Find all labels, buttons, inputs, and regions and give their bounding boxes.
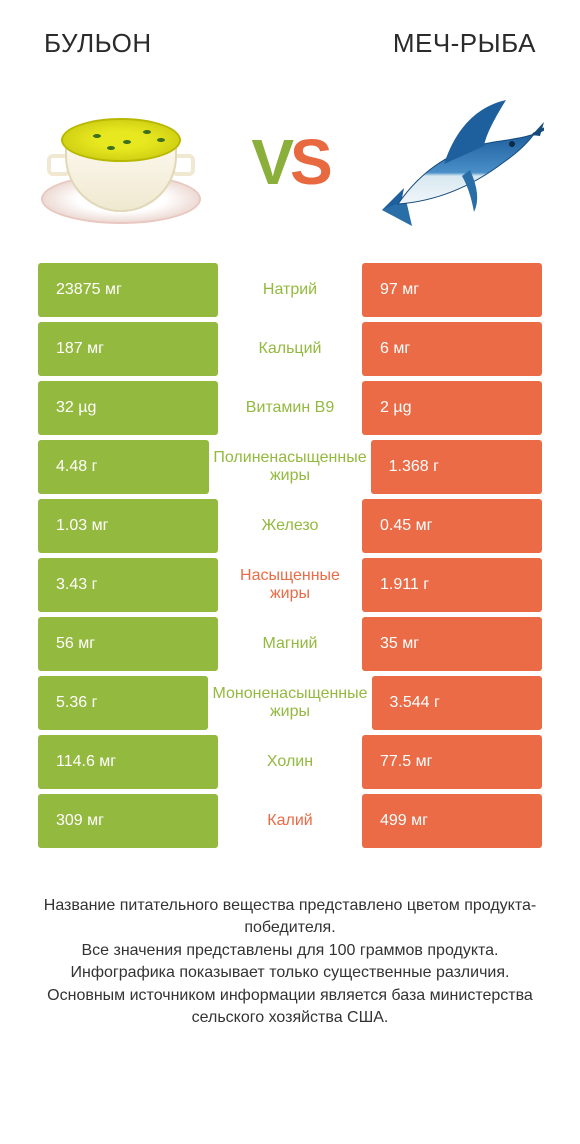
value-right: 77.5 мг bbox=[362, 735, 542, 789]
footer-line: Инфографика показывает только существенн… bbox=[34, 962, 546, 984]
nutrient-label: Насыщенные жиры bbox=[218, 558, 362, 612]
value-left: 3.43 г bbox=[38, 558, 218, 612]
value-right: 1.911 г bbox=[362, 558, 542, 612]
vs-label: VS bbox=[251, 125, 328, 199]
value-left: 56 мг bbox=[38, 617, 218, 671]
footer-line: Основным источником информации является … bbox=[34, 985, 546, 1030]
table-row: 56 мгМагний35 мг bbox=[38, 617, 542, 671]
nutrient-label: Витамин B9 bbox=[218, 381, 362, 435]
value-left: 1.03 мг bbox=[38, 499, 218, 553]
nutrient-label: Мононенасыщенные жиры bbox=[208, 676, 371, 730]
vs-s: S bbox=[290, 126, 329, 198]
table-row: 1.03 мгЖелезо0.45 мг bbox=[38, 499, 542, 553]
footer-line: Название питательного вещества представл… bbox=[34, 895, 546, 940]
title-right: МЕЧ-РЫБА bbox=[393, 28, 536, 59]
value-right: 499 мг bbox=[362, 794, 542, 848]
value-right: 3.544 г bbox=[372, 676, 542, 730]
value-left: 32 µg bbox=[38, 381, 218, 435]
swordfish-icon bbox=[374, 92, 544, 232]
footer-notes: Название питательного вещества представл… bbox=[0, 853, 580, 1029]
swordfish-image bbox=[374, 87, 544, 237]
table-row: 309 мгКалий499 мг bbox=[38, 794, 542, 848]
title-left: БУЛЬОН bbox=[44, 28, 152, 59]
nutrient-label: Натрий bbox=[218, 263, 362, 317]
footer-line: Все значения представлены для 100 граммо… bbox=[34, 940, 546, 962]
value-right: 0.45 мг bbox=[362, 499, 542, 553]
value-right: 6 мг bbox=[362, 322, 542, 376]
nutrient-label: Железо bbox=[218, 499, 362, 553]
table-row: 114.6 мгХолин77.5 мг bbox=[38, 735, 542, 789]
comparison-table: 23875 мгНатрий97 мг187 мгКальций6 мг32 µ… bbox=[0, 263, 580, 848]
hero-row: VS bbox=[0, 67, 580, 263]
value-left: 309 мг bbox=[38, 794, 218, 848]
broth-image bbox=[36, 87, 206, 237]
vs-v: V bbox=[251, 126, 290, 198]
nutrient-label: Кальций bbox=[218, 322, 362, 376]
table-row: 5.36 гМононенасыщенные жиры3.544 г bbox=[38, 676, 542, 730]
table-row: 4.48 гПолиненасыщенные жиры1.368 г bbox=[38, 440, 542, 494]
nutrient-label: Магний bbox=[218, 617, 362, 671]
value-left: 187 мг bbox=[38, 322, 218, 376]
value-left: 5.36 г bbox=[38, 676, 208, 730]
header: БУЛЬОН МЕЧ-РЫБА bbox=[0, 0, 580, 67]
table-row: 187 мгКальций6 мг bbox=[38, 322, 542, 376]
nutrient-label: Холин bbox=[218, 735, 362, 789]
value-right: 1.368 г bbox=[371, 440, 542, 494]
nutrient-label: Полиненасыщенные жиры bbox=[209, 440, 370, 494]
table-row: 23875 мгНатрий97 мг bbox=[38, 263, 542, 317]
value-left: 23875 мг bbox=[38, 263, 218, 317]
value-left: 114.6 мг bbox=[38, 735, 218, 789]
value-right: 97 мг bbox=[362, 263, 542, 317]
value-right: 35 мг bbox=[362, 617, 542, 671]
value-left: 4.48 г bbox=[38, 440, 209, 494]
nutrient-label: Калий bbox=[218, 794, 362, 848]
value-right: 2 µg bbox=[362, 381, 542, 435]
table-row: 32 µgВитамин B92 µg bbox=[38, 381, 542, 435]
table-row: 3.43 гНасыщенные жиры1.911 г bbox=[38, 558, 542, 612]
